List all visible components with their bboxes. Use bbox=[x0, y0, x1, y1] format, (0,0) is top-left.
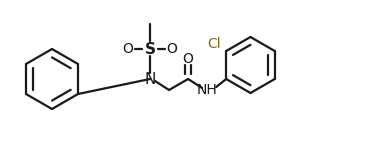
Text: N: N bbox=[144, 71, 156, 87]
Text: O: O bbox=[123, 42, 134, 56]
Text: S: S bbox=[144, 42, 156, 56]
Text: Cl: Cl bbox=[207, 37, 221, 51]
Text: NH: NH bbox=[197, 83, 218, 97]
Text: O: O bbox=[167, 42, 178, 56]
Text: O: O bbox=[183, 52, 193, 66]
